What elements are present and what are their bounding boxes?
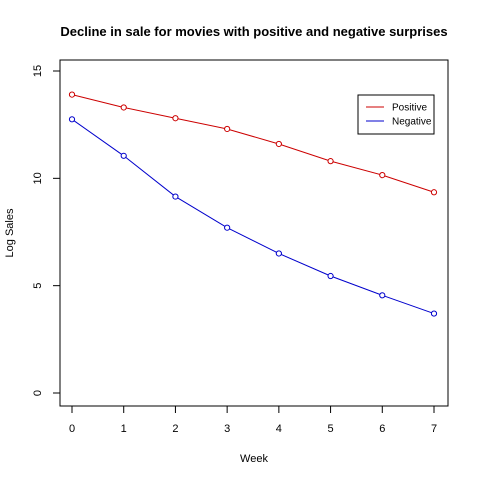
data-point-negative	[69, 117, 74, 122]
data-point-negative	[276, 251, 281, 256]
data-point-negative	[173, 194, 178, 199]
y-tick-label: 10	[32, 172, 44, 184]
data-point-positive	[173, 116, 178, 121]
x-axis-label: Week	[240, 453, 268, 465]
y-tick-label: 5	[32, 283, 44, 289]
y-tick-label: 0	[32, 390, 44, 396]
data-point-positive	[328, 159, 333, 164]
data-point-positive	[276, 141, 281, 146]
series-negative	[69, 117, 436, 316]
data-point-positive	[121, 105, 126, 110]
x-axis: 0 1 2 3 4 5 6 7	[69, 406, 437, 435]
data-point-negative	[380, 293, 385, 298]
data-point-negative	[225, 225, 230, 230]
legend-label-negative: Negative	[392, 117, 432, 128]
x-tick-label: 5	[328, 423, 334, 435]
series-line-negative	[72, 119, 434, 313]
data-point-positive	[431, 190, 436, 195]
legend-box	[358, 95, 434, 134]
data-point-negative	[431, 311, 436, 316]
data-point-positive	[69, 92, 74, 97]
x-tick-label: 4	[276, 423, 282, 435]
x-tick-label: 0	[69, 423, 75, 435]
x-tick-label: 1	[121, 423, 127, 435]
data-point-negative	[121, 153, 126, 158]
data-point-positive	[225, 126, 230, 131]
x-tick-label: 2	[172, 423, 178, 435]
data-point-positive	[380, 173, 385, 178]
y-axis-label: Log Sales	[4, 208, 16, 257]
x-tick-label: 3	[224, 423, 230, 435]
y-tick-label: 15	[32, 65, 44, 77]
y-axis: 0 5 10 15	[32, 65, 60, 396]
data-point-negative	[328, 273, 333, 278]
legend-label-positive: Positive	[392, 103, 427, 114]
chart-title: Decline in sale for movies with positive…	[60, 24, 447, 39]
legend: Positive Negative	[358, 95, 434, 134]
x-tick-label: 7	[431, 423, 437, 435]
x-tick-label: 6	[379, 423, 385, 435]
